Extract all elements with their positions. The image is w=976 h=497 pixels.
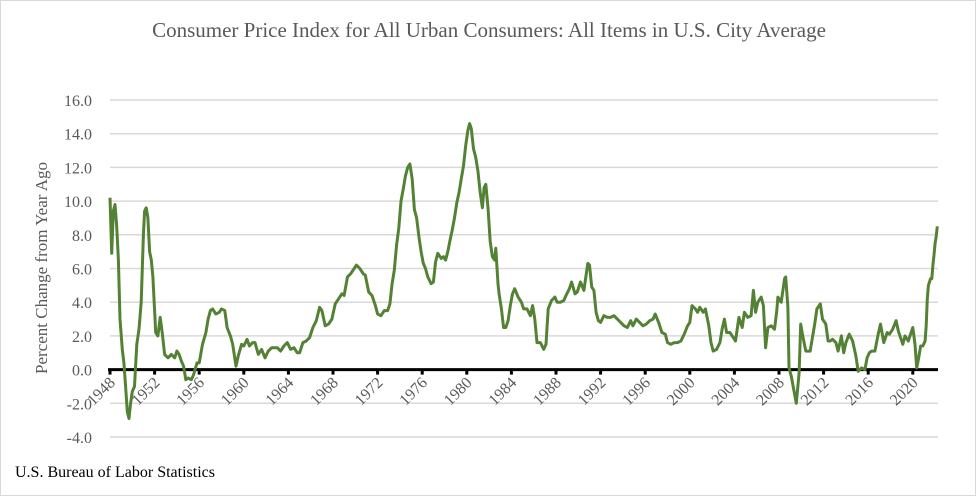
chart-title: Consumer Price Index for All Urban Consu… [1, 17, 976, 44]
y-tick-label: 0.0 [72, 363, 92, 380]
y-tick-label: -4.0 [67, 430, 92, 447]
chart-title-text: Consumer Price Index for All Urban Consu… [152, 18, 826, 42]
y-tick-label: 8.0 [72, 228, 92, 245]
y-tick-label: 10.0 [64, 194, 92, 211]
y-tick-label: 14.0 [64, 127, 92, 144]
gridlines [110, 99, 938, 438]
y-axis-ticks: -4.0 -2.0 0.0 2.0 4.0 6.0 8.0 10.0 12.0 14.0 16.0 [64, 93, 92, 447]
source-note: U.S. Bureau of Labor Statistics [15, 464, 215, 481]
y-tick-label: 16.0 [64, 93, 92, 110]
series-line-cpi [108, 122, 939, 420]
y-axis-label: Percent Change from Year Ago [32, 162, 51, 374]
y-tick-label: 6.0 [72, 262, 92, 279]
y-tick-label: -2.0 [67, 396, 92, 413]
y-tick-label: 2.0 [72, 329, 92, 346]
y-tick-label: 4.0 [72, 295, 92, 312]
y-tick-label: 12.0 [64, 160, 92, 177]
